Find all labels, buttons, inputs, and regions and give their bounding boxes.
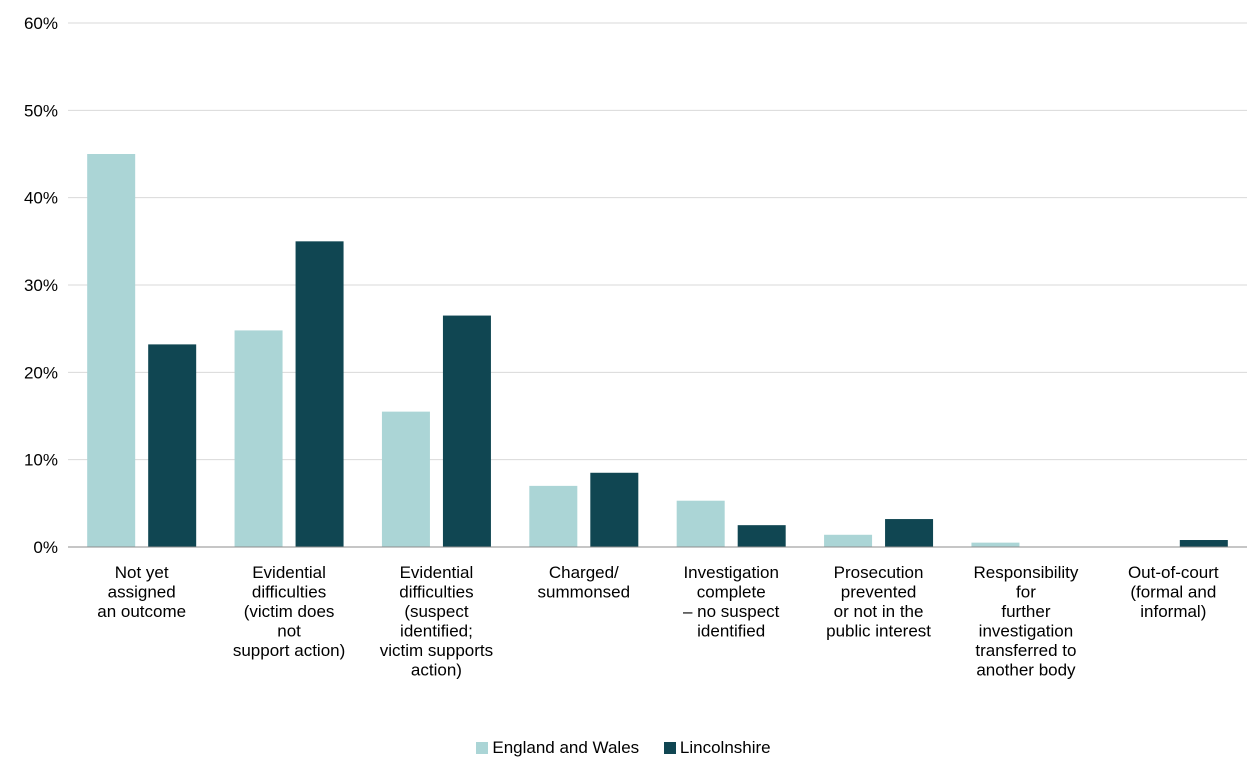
y-tick-label: 0%: [33, 538, 58, 557]
bar-england-and-wales-7: [971, 542, 1020, 547]
category-label-line: support action): [233, 641, 345, 660]
category-label-line: (suspect: [404, 602, 469, 621]
bar-lincolnshire-3: [442, 315, 491, 547]
legend-label-england-and-wales: England and Wales: [492, 738, 640, 757]
category-label-line: Responsibility: [973, 563, 1078, 582]
category-label-line: Evidential: [252, 563, 326, 582]
category-label-line: not: [277, 622, 301, 641]
y-tick-label: 50%: [24, 101, 58, 120]
category-label-line: assigned: [108, 583, 176, 602]
bar-lincolnshire-4: [590, 472, 639, 547]
category-label-7: Responsibility for further investigation tra…: [973, 563, 1078, 680]
bar-england-and-wales-4: [529, 485, 578, 547]
category-label-line: another body: [976, 661, 1076, 680]
legend: England and Wales Lincolnshire: [0, 738, 1247, 759]
bar-england-and-wales-3: [381, 411, 430, 547]
y-tick-label: 30%: [24, 276, 58, 295]
category-label-line: summonsed: [538, 583, 631, 602]
legend-swatch-lincolnshire: [663, 742, 676, 754]
category-label-line: Out-of-court: [1128, 563, 1219, 582]
category-label-line: transferred to: [975, 641, 1076, 660]
category-label-line: – no suspect: [683, 602, 780, 621]
category-label-8: Out-of-court (formal and informal): [1128, 563, 1219, 621]
y-axis-ticks: 0% 10% 20% 30% 40% 50% 60%: [24, 14, 58, 557]
y-tick-label: 20%: [24, 363, 58, 382]
category-label-line: Charged/: [549, 563, 619, 582]
category-label-line: informal): [1140, 602, 1206, 621]
category-label-line: an outcome: [97, 602, 186, 621]
category-label-line: Prosecution: [834, 563, 924, 582]
bar-england-and-wales-2: [234, 330, 283, 547]
category-label-line: victim supports: [380, 641, 493, 660]
category-label-line: action): [411, 661, 462, 680]
legend-swatch-england-and-wales: [476, 742, 489, 754]
bar-england-and-wales-1: [87, 154, 136, 547]
category-label-4: Charged/summonsed: [538, 563, 631, 602]
category-label-line: public interest: [826, 622, 931, 641]
legend-item-england-and-wales: England and Wales: [476, 738, 639, 758]
category-label-line: difficulties: [252, 583, 326, 602]
category-label-1: Not yet assigned an outcome: [97, 563, 186, 621]
category-label-2: Evidential difficulties (victim does not sup…: [233, 563, 345, 660]
category-label-line: investigation: [979, 622, 1074, 641]
category-label-line: prevented: [841, 583, 917, 602]
legend-item-lincolnshire: Lincolnshire: [663, 738, 771, 758]
y-tick-label: 60%: [24, 14, 58, 33]
category-label-5: Investigation complete – no suspect identif…: [683, 563, 780, 641]
category-label-line: or not in the: [834, 602, 924, 621]
category-label-line: (victim does: [244, 602, 335, 621]
bar-lincolnshire-2: [295, 241, 344, 548]
bar-england-and-wales-6: [824, 534, 873, 547]
y-tick-label: 10%: [24, 451, 58, 470]
category-label-line: for: [1016, 583, 1036, 602]
category-label-line: Evidential: [400, 563, 474, 582]
bar-england-and-wales-5: [676, 500, 725, 547]
bar-lincolnshire-8: [1179, 540, 1228, 547]
category-label-line: further: [1001, 602, 1050, 621]
category-label-line: Not yet: [115, 563, 169, 582]
y-tick-label: 40%: [24, 189, 58, 208]
category-label-3: Evidential difficulties (suspect identified…: [380, 563, 493, 680]
legend-label-lincolnshire: Lincolnshire: [679, 738, 771, 757]
category-label-line: difficulties: [399, 583, 473, 602]
category-label-line: complete: [697, 583, 766, 602]
category-label-line: (formal and: [1130, 583, 1216, 602]
bar-lincolnshire-6: [885, 519, 934, 547]
category-label-line: identified;: [400, 622, 473, 641]
bar-lincolnshire-1: [148, 344, 197, 547]
category-label-line: Investigation: [683, 563, 778, 582]
category-label-6: Prosecution prevented or not in the public …: [826, 563, 931, 641]
bar-lincolnshire-5: [737, 525, 786, 547]
category-label-line: identified: [697, 622, 765, 641]
bars: [87, 154, 1228, 548]
